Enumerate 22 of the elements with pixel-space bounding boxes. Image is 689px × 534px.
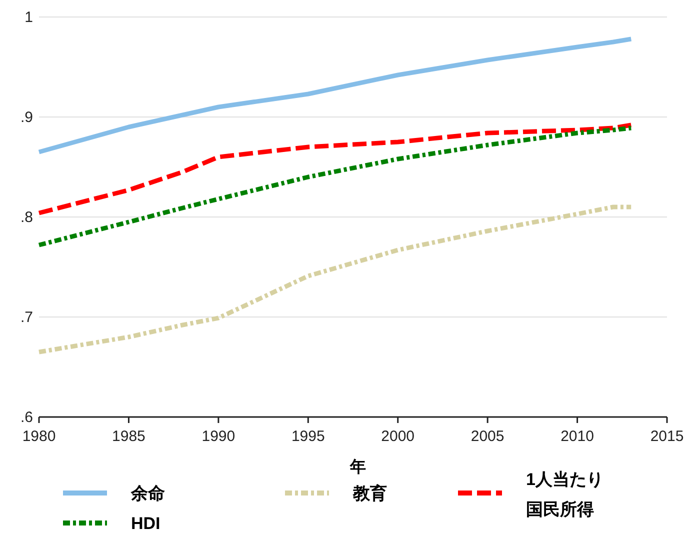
legend-label: 1人当たり国民所得 (526, 470, 604, 519)
legend-label: HDI (131, 514, 160, 533)
line-series (36, 122, 634, 216)
y-tick-label: .8 (20, 209, 33, 226)
x-tick-label: 2010 (560, 428, 594, 445)
legend-label: 教育 (352, 483, 387, 503)
x-tick-label: 1990 (202, 428, 236, 445)
x-tick-label: 1985 (112, 428, 146, 445)
y-tick-label: .9 (20, 109, 33, 126)
x-tick-label: 2015 (650, 428, 684, 445)
x-tick-label: 1995 (291, 428, 325, 445)
x-axis-title: 年 (349, 458, 366, 476)
x-tick-label: 2005 (470, 428, 504, 445)
line-series (36, 36, 634, 154)
line-series (36, 204, 634, 354)
y-tick-label: .7 (20, 309, 33, 326)
x-tick-label: 2000 (381, 428, 415, 445)
y-tick-label: 1 (24, 9, 33, 26)
line-series (36, 126, 634, 248)
legend-label: 余命 (130, 484, 165, 503)
x-tick-label: 1980 (22, 428, 56, 445)
y-tick-label: .6 (20, 409, 33, 426)
